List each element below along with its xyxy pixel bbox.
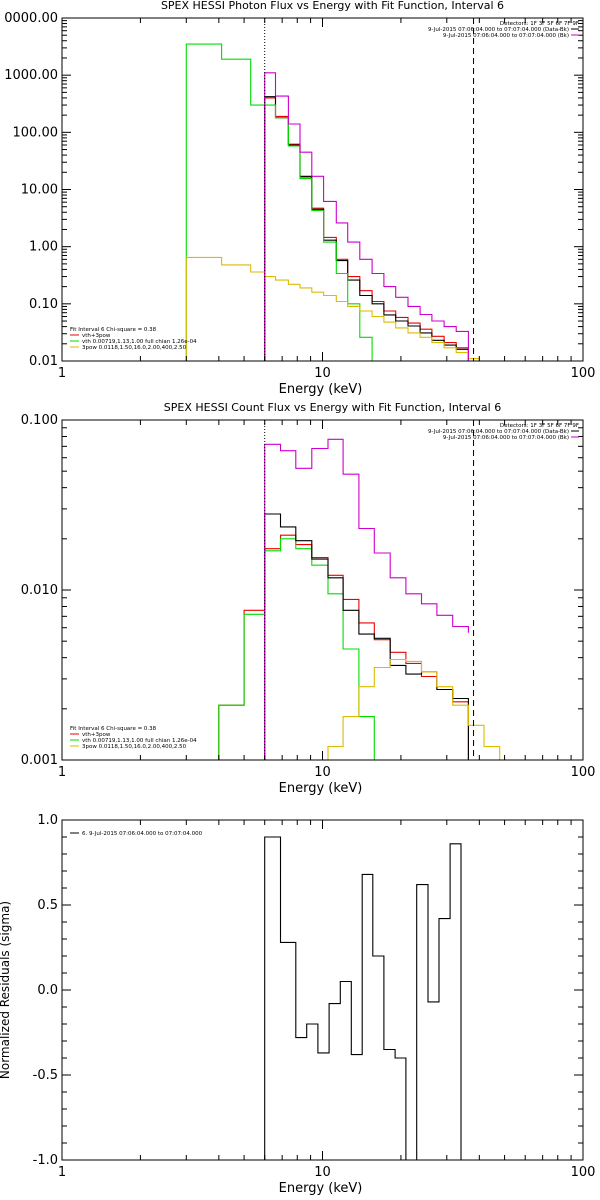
x-axis-label: Energy (keV) xyxy=(279,781,363,796)
plot-area xyxy=(264,836,462,1160)
legend-top-right: Detectors: 1F 3F 5F 6F 7F 9F9-Jul-2015 0… xyxy=(428,423,579,441)
x-tick-label: 10 xyxy=(314,366,331,381)
legend-top-right: Detectors: 1F 3F 5F 6F 7F 9F9-Jul-2015 0… xyxy=(428,21,579,39)
chart-title: SPEX HESSI Photon Flux vs Energy with Fi… xyxy=(161,0,504,12)
legend-bottom-left: Fit Interval 6 Chi-square = 0.38vth+3pow… xyxy=(70,327,197,351)
y-tick-label: 100.00 xyxy=(13,125,59,140)
x-tick-label: 100 xyxy=(571,1165,596,1180)
y-tick-label: 0.10 xyxy=(29,297,58,312)
legend-entry: 9-Jul-2015 07:06:04.000 to 07:07:04.000 … xyxy=(443,435,569,441)
y-tick-label: -0.5 xyxy=(33,1068,58,1083)
series-line-6-9-jul-2015-07-06-04-00 xyxy=(264,836,462,1160)
legend-entry: 9-Jul-2015 07:06:04.000 to 07:07:04.000 … xyxy=(428,27,569,33)
series-line-vth xyxy=(185,43,373,361)
legend-entry: vth+3pow xyxy=(82,732,111,738)
series-line-data-bk xyxy=(264,513,469,760)
chart-3: Energy (keV) Normalized Residuals (sigma)… xyxy=(0,813,595,1196)
y-tick-label: 1.0 xyxy=(37,813,58,828)
y-tick-label: 0.0 xyxy=(37,983,58,998)
plot-frame xyxy=(61,419,584,761)
x-tick-label: 1 xyxy=(58,765,66,780)
legend-entry: vth 0.00719,1.13,1.00 full chian 1.26e-0… xyxy=(82,738,197,744)
plot-area xyxy=(185,43,480,361)
series-line-3pow xyxy=(185,256,480,361)
x-axis-label: Energy (keV) xyxy=(279,382,363,397)
y-tick-label: 0.010 xyxy=(21,583,58,598)
chart-2: SPEX HESSI Count Flux vs Energy with Fit… xyxy=(21,401,596,796)
x-tick-label: 10 xyxy=(314,1165,331,1180)
chart-title: SPEX HESSI Count Flux vs Energy with Fit… xyxy=(164,401,501,414)
legend-header: Fit Interval 6 Chi-square = 0.38 xyxy=(70,726,157,732)
y-tick-label: 0.100 xyxy=(21,413,58,428)
series-line-vth xyxy=(218,538,375,760)
plot-frame xyxy=(61,819,584,1161)
y-tick-label: 0.01 xyxy=(29,354,58,369)
legend-header: Detectors: 1F 3F 5F 6F 7F 9F xyxy=(500,423,579,429)
series-line-vth-3pow xyxy=(218,534,469,760)
plot-frame xyxy=(61,17,584,362)
y-tick-label: -1.0 xyxy=(33,1153,58,1168)
x-tick-label: 100 xyxy=(571,765,596,780)
legend-entry: 6. 9-Jul-2015 07:06:04.000 to 07:07:04.0… xyxy=(82,831,203,837)
legend-entry: 3pow 0.0118,1.50,16.0,2.00,400,2.50 xyxy=(82,744,187,750)
chart-1: SPEX HESSI Photon Flux vs Energy with Fi… xyxy=(4,0,595,397)
y-tick-label: 10.00 xyxy=(21,183,58,198)
legend-entry: 3pow 0.0118,1.50,16.0,2.00,400,2.50 xyxy=(82,345,187,351)
y-tick-label: 0.5 xyxy=(37,898,58,913)
series-line-bk xyxy=(264,438,469,760)
y-tick-label: 1000.00 xyxy=(4,68,58,83)
y-tick-label: 0.001 xyxy=(21,753,58,768)
legend-top-left: 6. 9-Jul-2015 07:06:04.000 to 07:07:04.0… xyxy=(70,831,203,837)
legend-header: Fit Interval 6 Chi-square = 0.38 xyxy=(70,327,157,333)
series-line-bk xyxy=(264,72,469,361)
y-tick-label: 0000.00 xyxy=(4,11,58,26)
legend-entry: 9-Jul-2015 07:06:04.000 to 07:07:04.000 … xyxy=(428,429,569,435)
x-tick-label: 1 xyxy=(58,366,66,381)
series-line-vth-3pow xyxy=(264,97,469,361)
series-line-3pow xyxy=(327,658,516,760)
legend-entry: vth 0.00719,1.13,1.00 full chian 1.26e-0… xyxy=(82,339,197,345)
legend-entry: vth+3pow xyxy=(82,333,111,339)
x-tick-label: 100 xyxy=(571,366,596,381)
series-line-data-bk xyxy=(264,96,469,361)
y-tick-label: 1.00 xyxy=(29,240,58,255)
legend-header: Detectors: 1F 3F 5F 6F 7F 9F xyxy=(500,21,579,27)
y-axis-label: Normalized Residuals (sigma) xyxy=(0,901,12,1079)
legend-bottom-left: Fit Interval 6 Chi-square = 0.38vth+3pow… xyxy=(70,726,197,750)
legend-entry: 9-Jul-2015 07:06:04.000 to 07:07:04.000 … xyxy=(443,33,569,39)
x-tick-label: 1 xyxy=(58,1165,66,1180)
x-axis-label: Energy (keV) xyxy=(279,1181,363,1196)
plot-area xyxy=(218,438,516,760)
x-tick-label: 10 xyxy=(314,765,331,780)
